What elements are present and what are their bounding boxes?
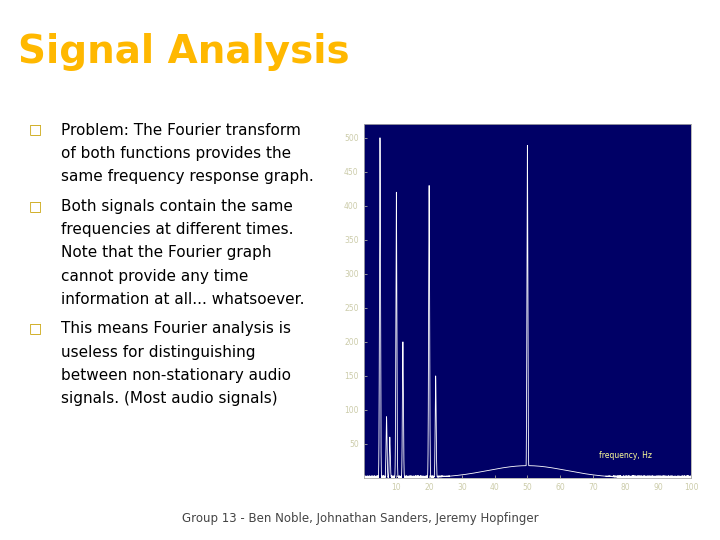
Text: information at all... whatsoever.: information at all... whatsoever.	[61, 292, 305, 307]
Text: □: □	[29, 321, 42, 335]
Text: signals. (Most audio signals): signals. (Most audio signals)	[61, 392, 278, 407]
Text: same frequency response graph.: same frequency response graph.	[61, 170, 314, 184]
Text: cannot provide any time: cannot provide any time	[61, 269, 248, 284]
Text: frequency, Hz: frequency, Hz	[600, 451, 652, 460]
Text: of both functions provides the: of both functions provides the	[61, 146, 292, 161]
Text: Problem: The Fourier transform: Problem: The Fourier transform	[61, 123, 301, 138]
Text: □: □	[29, 199, 42, 213]
Text: frequencies at different times.: frequencies at different times.	[61, 222, 294, 237]
Text: This means Fourier analysis is: This means Fourier analysis is	[61, 321, 291, 336]
Text: useless for distinguishing: useless for distinguishing	[61, 345, 256, 360]
Text: between non-stationary audio: between non-stationary audio	[61, 368, 291, 383]
Text: Both signals contain the same: Both signals contain the same	[61, 199, 293, 214]
Text: Signal Analysis: Signal Analysis	[18, 33, 350, 71]
Text: Group 13 - Ben Noble, Johnathan Sanders, Jeremy Hopfinger: Group 13 - Ben Noble, Johnathan Sanders,…	[181, 512, 539, 525]
Text: □: □	[29, 123, 42, 137]
Text: Note that the Fourier graph: Note that the Fourier graph	[61, 245, 271, 260]
